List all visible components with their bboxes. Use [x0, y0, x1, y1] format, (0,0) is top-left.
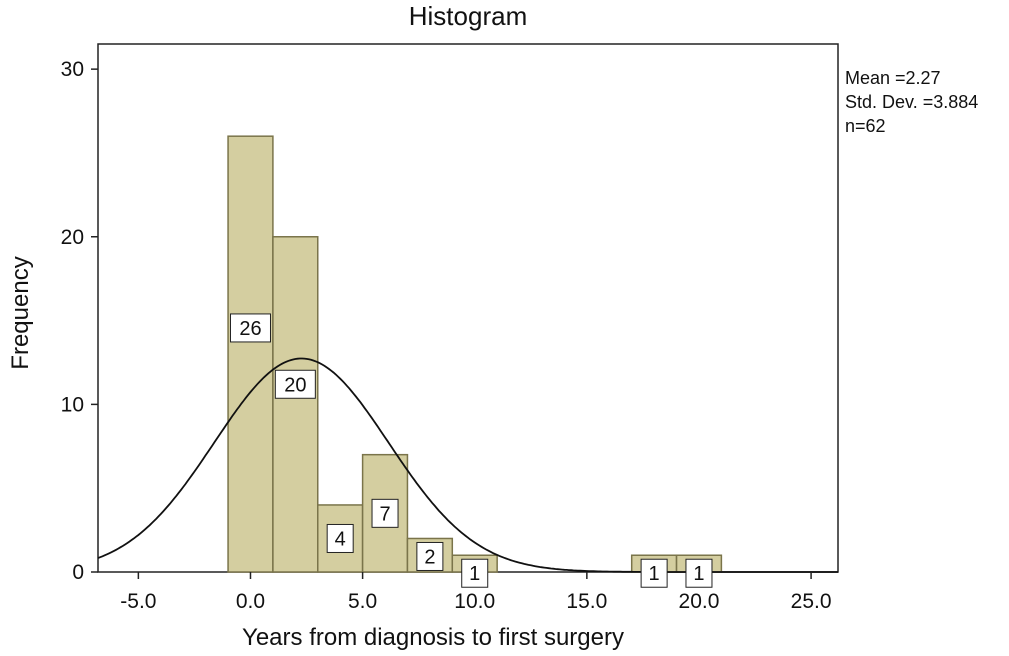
bar-value-label: 1: [649, 563, 660, 585]
bar-value-box: [640, 558, 668, 588]
x-tick-label: 25.0: [791, 590, 832, 613]
y-tick-label: 10: [61, 393, 84, 416]
plot-frame: [97, 43, 839, 573]
std-dev-stat: Std. Dev. =3.884: [845, 92, 979, 112]
bar-value-box: [229, 313, 271, 343]
bar-value-label: 7: [379, 503, 390, 525]
x-tick-label: -5.0: [120, 590, 156, 613]
statistics-legend: Mean =2.27 Std. Dev. =3.884 n=62: [845, 66, 978, 138]
bar-value-box: [416, 541, 444, 571]
x-tick-label: 0.0: [236, 590, 265, 613]
normal-curve: [97, 357, 838, 573]
x-tick-label: 10.0: [454, 590, 495, 613]
y-tick-label: 20: [61, 226, 84, 249]
x-tick-label: 20.0: [679, 590, 720, 613]
bar-value-label: 26: [239, 318, 261, 340]
chart-title: Histogram: [409, 1, 527, 31]
y-tick-label: 30: [61, 58, 84, 81]
histogram-bar: [227, 135, 274, 573]
bar-value-label: 2: [424, 546, 435, 568]
x-tick-label: 15.0: [566, 590, 607, 613]
bar-value-box: [326, 523, 354, 553]
x-axis-label: Years from diagnosis to first surgery: [242, 624, 624, 651]
bar-value-box: [274, 369, 316, 399]
y-tick-label: 0: [72, 561, 84, 584]
mean-stat: Mean =2.27: [845, 68, 941, 88]
histogram-bar: [272, 236, 319, 573]
bar-value-label: 4: [335, 528, 346, 550]
n-stat: n=62: [845, 116, 886, 136]
bar-value-label: 20: [284, 374, 306, 396]
y-axis-label: Frequency: [7, 256, 34, 369]
x-tick-label: 5.0: [348, 590, 377, 613]
bar-value-box: [371, 498, 399, 528]
